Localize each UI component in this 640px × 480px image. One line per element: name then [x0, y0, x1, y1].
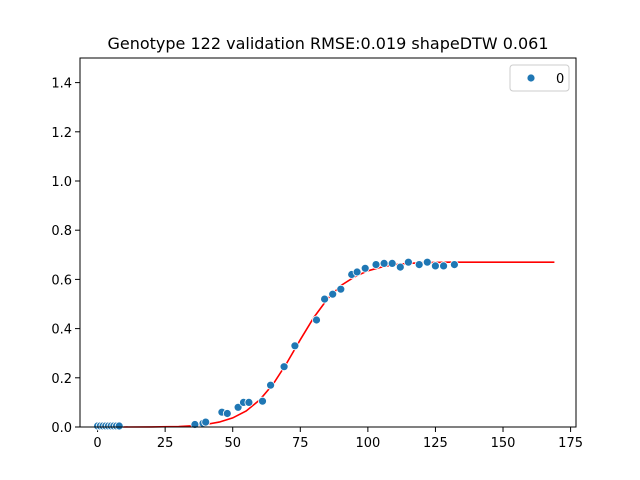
scatter-point	[387, 258, 397, 268]
scatter-point	[328, 289, 338, 299]
scatter-point	[422, 257, 432, 267]
scatter-point	[371, 260, 381, 270]
scatter-point	[258, 396, 267, 406]
y-tick-label: 1.2	[51, 126, 72, 141]
x-tick-label: 100	[355, 436, 380, 451]
legend-marker	[526, 73, 536, 83]
scatter-point	[222, 409, 232, 418]
scatter-point	[114, 421, 124, 431]
scatter-point	[379, 258, 389, 268]
x-tick-label: 175	[558, 436, 583, 451]
scatter-point	[360, 263, 370, 273]
x-tick-label: 75	[292, 436, 309, 451]
chart-marks	[93, 257, 555, 431]
y-tick-label: 0.0	[51, 421, 72, 436]
chart-title: Genotype 122 validation RMSE:0.019 shape…	[107, 34, 548, 53]
y-tick-label: 1.4	[51, 77, 72, 92]
scatter-point	[395, 262, 405, 272]
scatter-point	[233, 402, 243, 412]
x-tick-label: 25	[157, 436, 174, 451]
scatter-point	[266, 380, 276, 390]
scatter-point	[439, 261, 449, 271]
scatter-point	[312, 315, 321, 325]
x-tick-label: 125	[423, 436, 448, 451]
y-tick-label: 0.8	[51, 224, 72, 239]
y-tick-label: 0.2	[51, 372, 72, 387]
x-tick-label: 50	[224, 436, 241, 451]
scatter-point	[352, 267, 362, 277]
y-tick-label: 1.0	[51, 175, 72, 190]
legend-box	[509, 64, 570, 92]
scatter-point	[320, 294, 330, 304]
scatter-point	[430, 261, 440, 271]
legend: 0	[509, 64, 570, 92]
scatter-point	[201, 417, 211, 427]
x-tick-label: 0	[93, 436, 101, 451]
x-tick-label: 150	[491, 436, 516, 451]
axis-ticks: 0 25 50 75 100 125 150 175 0.0 0.2 0.4 0.6 0.8 1.0 1.2…	[51, 77, 583, 451]
scatter-point	[449, 260, 459, 270]
y-tick-label: 0.6	[51, 273, 72, 288]
scatter-point	[244, 397, 254, 407]
scatter-point	[403, 257, 413, 267]
axes-frame	[79, 57, 577, 428]
legend-label: 0	[556, 72, 564, 87]
scatter-point	[279, 362, 289, 372]
scatter-point	[290, 341, 300, 351]
y-tick-label: 0.4	[51, 323, 72, 338]
scatter-point	[336, 284, 346, 294]
scatter-point	[414, 260, 424, 270]
